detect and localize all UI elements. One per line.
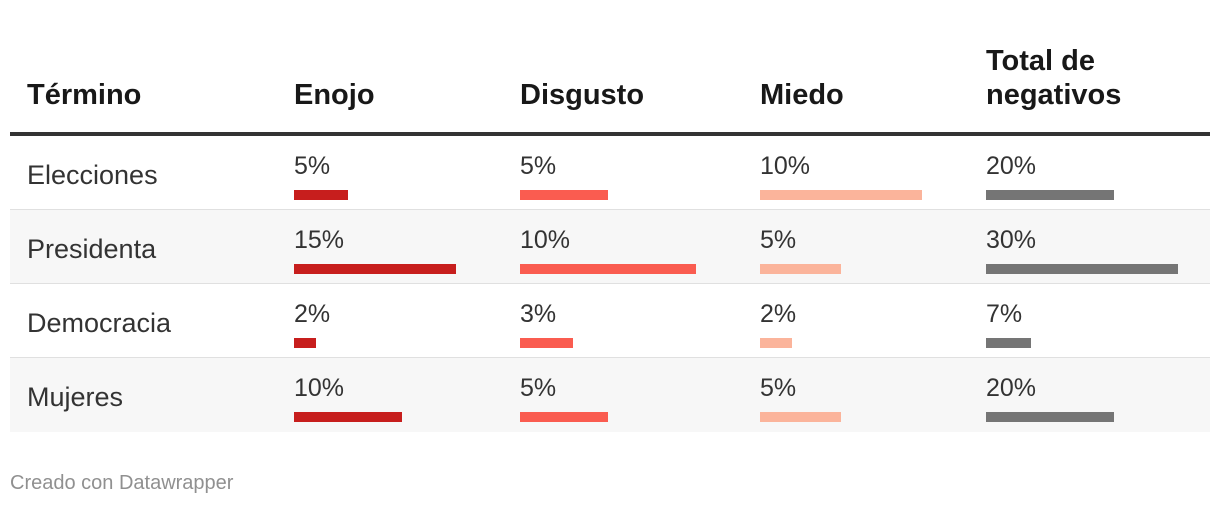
miedo-cell: 5% <box>760 226 841 274</box>
term-cell: Presidenta <box>27 234 157 264</box>
disgusto-cell: 10% <box>520 226 696 274</box>
table-row: Mujeres 10% 5% 5% 20% <box>10 358 1210 432</box>
table-header: Término Enojo Disgusto Miedo Total de ne… <box>10 0 1210 136</box>
value-bar <box>520 190 608 200</box>
value-label: 5% <box>520 152 557 180</box>
datawrapper-credit: Creado con Datawrapper <box>10 472 234 494</box>
term-cell: Mujeres <box>27 382 124 412</box>
value-label: 30% <box>986 226 1037 254</box>
total-de-negativos-cell: 30% <box>986 226 1178 274</box>
value-label: 20% <box>986 152 1037 180</box>
value-label: 5% <box>520 374 557 402</box>
column-header-total-negativos[interactable]: Total de negativos <box>986 45 1122 111</box>
enojo-cell: 5% <box>294 152 348 200</box>
value-bar <box>520 412 608 422</box>
total-de-negativos-cell: 20% <box>986 152 1114 200</box>
value-label: 3% <box>520 300 557 328</box>
value-label: 5% <box>294 152 331 180</box>
value-label: 2% <box>760 300 797 328</box>
value-bar <box>520 264 696 274</box>
miedo-cell: 10% <box>760 152 922 200</box>
column-header-termino[interactable]: Término <box>27 79 142 111</box>
value-label: 7% <box>986 300 1023 328</box>
value-label: 20% <box>986 374 1037 402</box>
column-header-miedo[interactable]: Miedo <box>760 79 844 111</box>
value-bar <box>986 412 1114 422</box>
column-header-disgusto[interactable]: Disgusto <box>520 79 645 111</box>
term-cell: Democracia <box>27 308 172 338</box>
value-bar <box>294 338 316 348</box>
table-row: Democracia 2% 3% 2% 7% <box>10 284 1210 358</box>
column-header-enojo[interactable]: Enojo <box>294 79 375 111</box>
miedo-cell: 5% <box>760 374 841 422</box>
value-bar <box>520 338 573 348</box>
value-label: 5% <box>760 226 797 254</box>
value-bar <box>986 264 1178 274</box>
value-bar <box>760 190 922 200</box>
table-body: Elecciones 5% 5% 10% 20% Presidenta 15% 10% 5% 30… <box>10 136 1210 432</box>
value-label: 10% <box>520 226 571 254</box>
value-label: 10% <box>294 374 345 402</box>
enojo-cell: 2% <box>294 300 330 348</box>
total-de-negativos-cell: 7% <box>986 300 1031 348</box>
value-bar <box>294 412 402 422</box>
value-label: 5% <box>760 374 797 402</box>
disgusto-cell: 5% <box>520 152 608 200</box>
table-row: Presidenta 15% 10% 5% 30% <box>10 210 1210 284</box>
miedo-cell: 2% <box>760 300 796 348</box>
table-row: Elecciones 5% 5% 10% 20% <box>10 136 1210 210</box>
value-bar <box>760 338 792 348</box>
disgusto-cell: 3% <box>520 300 573 348</box>
enojo-cell: 10% <box>294 374 402 422</box>
value-label: 15% <box>294 226 345 254</box>
value-bar <box>986 190 1114 200</box>
disgusto-cell: 5% <box>520 374 608 422</box>
term-cell: Elecciones <box>27 160 158 190</box>
value-bar <box>294 190 348 200</box>
total-de-negativos-cell: 20% <box>986 374 1114 422</box>
value-bar <box>760 412 841 422</box>
value-bar <box>986 338 1031 348</box>
value-bar <box>294 264 456 274</box>
enojo-cell: 15% <box>294 226 456 274</box>
data-table: Término Enojo Disgusto Miedo Total de ne… <box>10 0 1210 432</box>
value-label: 2% <box>294 300 331 328</box>
value-label: 10% <box>760 152 811 180</box>
value-bar <box>760 264 841 274</box>
